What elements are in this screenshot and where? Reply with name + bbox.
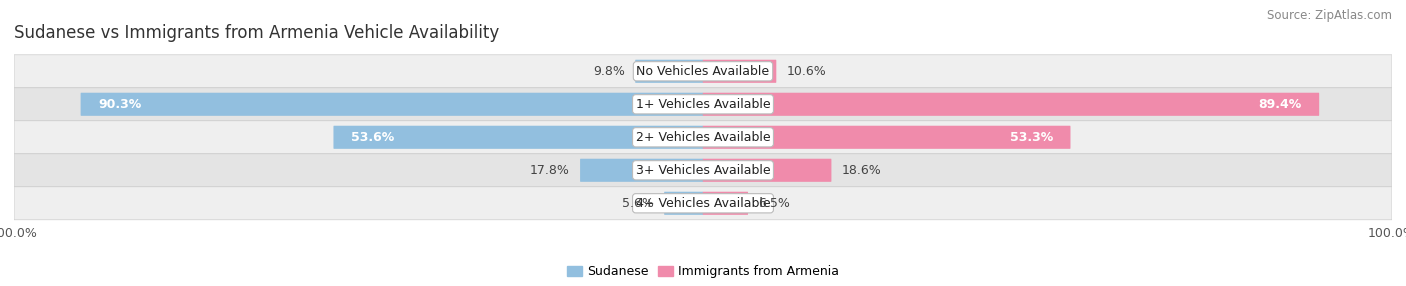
FancyBboxPatch shape xyxy=(703,93,1319,116)
Text: 9.8%: 9.8% xyxy=(593,65,626,78)
Text: 4+ Vehicles Available: 4+ Vehicles Available xyxy=(636,197,770,210)
Text: 90.3%: 90.3% xyxy=(98,98,142,111)
FancyBboxPatch shape xyxy=(80,93,703,116)
FancyBboxPatch shape xyxy=(14,121,1392,154)
FancyBboxPatch shape xyxy=(333,126,703,149)
FancyBboxPatch shape xyxy=(14,154,1392,187)
FancyBboxPatch shape xyxy=(636,60,703,83)
Text: 53.6%: 53.6% xyxy=(352,131,394,144)
Text: 17.8%: 17.8% xyxy=(530,164,569,177)
FancyBboxPatch shape xyxy=(703,60,776,83)
Text: 3+ Vehicles Available: 3+ Vehicles Available xyxy=(636,164,770,177)
Text: 1+ Vehicles Available: 1+ Vehicles Available xyxy=(636,98,770,111)
FancyBboxPatch shape xyxy=(14,88,1392,121)
FancyBboxPatch shape xyxy=(14,187,1392,220)
Text: Source: ZipAtlas.com: Source: ZipAtlas.com xyxy=(1267,9,1392,21)
Text: No Vehicles Available: No Vehicles Available xyxy=(637,65,769,78)
FancyBboxPatch shape xyxy=(581,159,703,182)
FancyBboxPatch shape xyxy=(664,192,703,215)
Text: 6.5%: 6.5% xyxy=(758,197,790,210)
Text: 18.6%: 18.6% xyxy=(841,164,882,177)
FancyBboxPatch shape xyxy=(14,55,1392,88)
FancyBboxPatch shape xyxy=(703,126,1070,149)
FancyBboxPatch shape xyxy=(703,159,831,182)
Text: Sudanese vs Immigrants from Armenia Vehicle Availability: Sudanese vs Immigrants from Armenia Vehi… xyxy=(14,23,499,41)
Text: 89.4%: 89.4% xyxy=(1258,98,1302,111)
Text: 10.6%: 10.6% xyxy=(786,65,827,78)
Text: 53.3%: 53.3% xyxy=(1010,131,1053,144)
FancyBboxPatch shape xyxy=(703,192,748,215)
Text: 2+ Vehicles Available: 2+ Vehicles Available xyxy=(636,131,770,144)
Text: 5.6%: 5.6% xyxy=(623,197,654,210)
Legend: Sudanese, Immigrants from Armenia: Sudanese, Immigrants from Armenia xyxy=(562,260,844,283)
